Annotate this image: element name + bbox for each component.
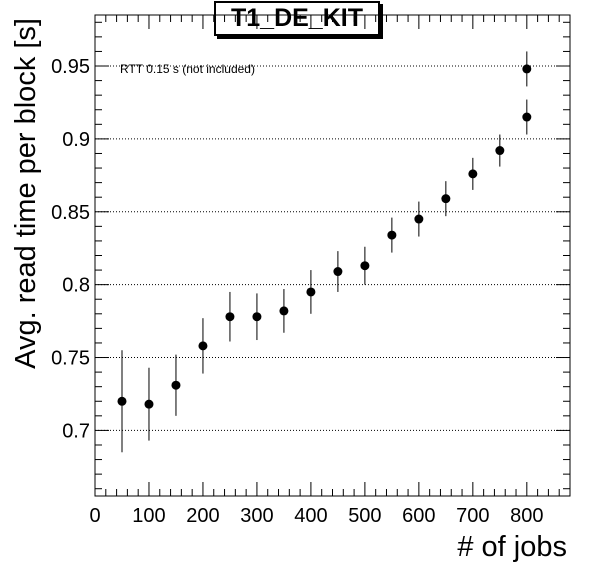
y-tick-label: 0.9: [62, 129, 90, 151]
data-points: [117, 51, 532, 453]
data-point: [252, 312, 262, 322]
x-tick-label: 800: [510, 505, 543, 527]
grid-lines: [95, 65, 570, 431]
x-tick-label: 300: [240, 505, 273, 527]
y-tick-label: 0.95: [51, 56, 90, 78]
data-point: [387, 230, 397, 240]
data-point: [360, 261, 370, 271]
data-point: [522, 112, 532, 122]
data-point: [468, 169, 478, 179]
data-point: [495, 146, 505, 156]
y-tick-label: 0.8: [62, 275, 90, 297]
x-tick-label: 0: [89, 505, 100, 527]
data-point: [522, 64, 532, 74]
data-point: [225, 312, 235, 322]
x-tick-label: 600: [402, 505, 435, 527]
y-axis-label: Avg. read time per block [s]: [10, 18, 42, 369]
data-point: [144, 399, 154, 409]
y-tick-label: 0.75: [51, 348, 90, 370]
data-point: [279, 306, 289, 316]
axis-ticks: [94, 15, 571, 496]
data-point: [117, 396, 127, 406]
data-point: [306, 287, 316, 297]
data-point: [198, 341, 208, 351]
x-tick-label: 100: [132, 505, 165, 527]
data-point: [441, 194, 451, 204]
x-tick-label: 500: [348, 505, 381, 527]
tick-labels: 0 100 200 300 400 500 600 700 800 0.7 0.75 0.8 0.85 0…: [51, 56, 543, 527]
data-point: [333, 267, 343, 277]
y-tick-label: 0.7: [62, 420, 90, 442]
y-tick-label: 0.85: [51, 202, 90, 224]
chart-title: T1_DE_KIT: [214, 1, 380, 36]
data-point: [171, 380, 181, 390]
data-point: [414, 214, 424, 224]
x-tick-label: 400: [294, 505, 327, 527]
plot-frame: [94, 14, 571, 497]
chart-annotation: RTT 0.15 s (not included): [120, 62, 255, 76]
x-tick-label: 700: [456, 505, 489, 527]
x-axis-label: # of jobs: [457, 531, 567, 563]
x-tick-label: 200: [186, 505, 219, 527]
